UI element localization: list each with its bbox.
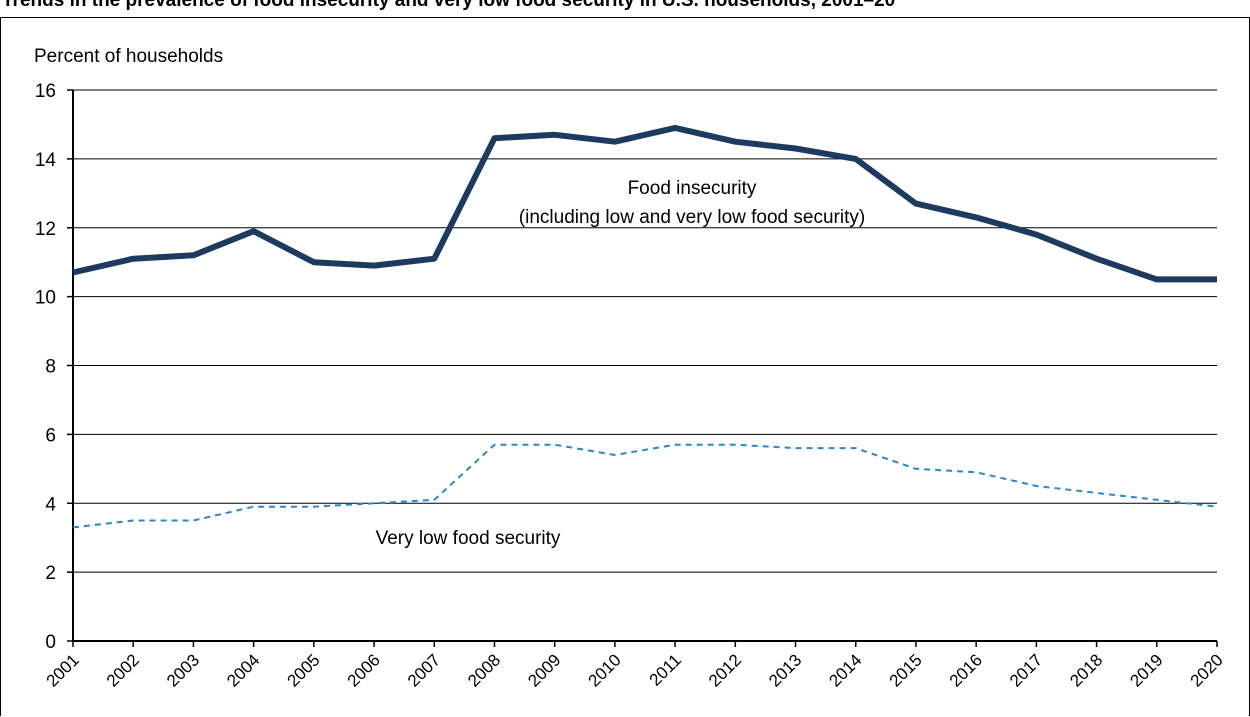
x-tick-label: 2005 — [283, 650, 323, 690]
x-tick-label: 2009 — [524, 650, 564, 690]
series-lines — [72, 124, 1218, 529]
x-tick-label: 2013 — [765, 650, 805, 690]
x-tick-label: 2001 — [43, 650, 83, 690]
x-tick-label: 2006 — [344, 650, 384, 690]
axes — [67, 89, 1218, 647]
x-tick-label: 2002 — [103, 650, 143, 690]
x-tick-label: 2012 — [705, 650, 745, 690]
x-tick-label: 2007 — [404, 650, 444, 690]
series-label-very-low-food-security: Very low food security — [376, 528, 561, 549]
y-tick-label: 0 — [45, 632, 56, 653]
y-tick-labels: 0 2 4 6 8 10 12 14 16 — [35, 81, 57, 653]
x-tick-label: 2011 — [646, 650, 685, 689]
x-tick-label: 2020 — [1187, 650, 1227, 690]
x-tick-label: 2015 — [886, 650, 926, 690]
x-tick-label: 2008 — [464, 650, 504, 690]
x-tick-label: 2010 — [585, 650, 625, 690]
x-tick-label: 2018 — [1066, 650, 1106, 690]
series-line-food-insecurity — [72, 124, 1217, 283]
y-tick-label: 16 — [35, 81, 56, 102]
y-tick-label: 6 — [45, 425, 56, 446]
x-tick-labels: 2001 2002 2003 2004 2005 2006 2007 2008 2009 2010… — [43, 650, 1227, 690]
y-tick-label: 8 — [45, 357, 56, 378]
x-tick-label: 2016 — [946, 650, 986, 690]
x-tick-label: 2019 — [1126, 650, 1166, 690]
y-tick-label: 14 — [35, 150, 57, 171]
chart-title: Trends in the prevalence of food insecur… — [2, 0, 896, 11]
y-axis-label: Percent of households — [34, 46, 223, 67]
y-tick-label: 10 — [35, 288, 56, 309]
x-tick-label: 2014 — [825, 650, 865, 690]
x-tick-label: 2004 — [223, 650, 263, 690]
y-tick-label: 4 — [45, 494, 56, 515]
y-tick-label: 12 — [35, 219, 56, 240]
series-line-very-low-food-security — [72, 443, 1218, 529]
series-label-food-insecurity-line2: (including low and very low food securit… — [519, 207, 865, 228]
gridlines — [73, 89, 1217, 573]
series-label-food-insecurity-line1: Food insecurity — [628, 178, 757, 199]
x-tick-label: 2003 — [163, 650, 203, 690]
x-tick-label: 2017 — [1006, 650, 1046, 690]
y-tick-label: 2 — [45, 563, 56, 584]
